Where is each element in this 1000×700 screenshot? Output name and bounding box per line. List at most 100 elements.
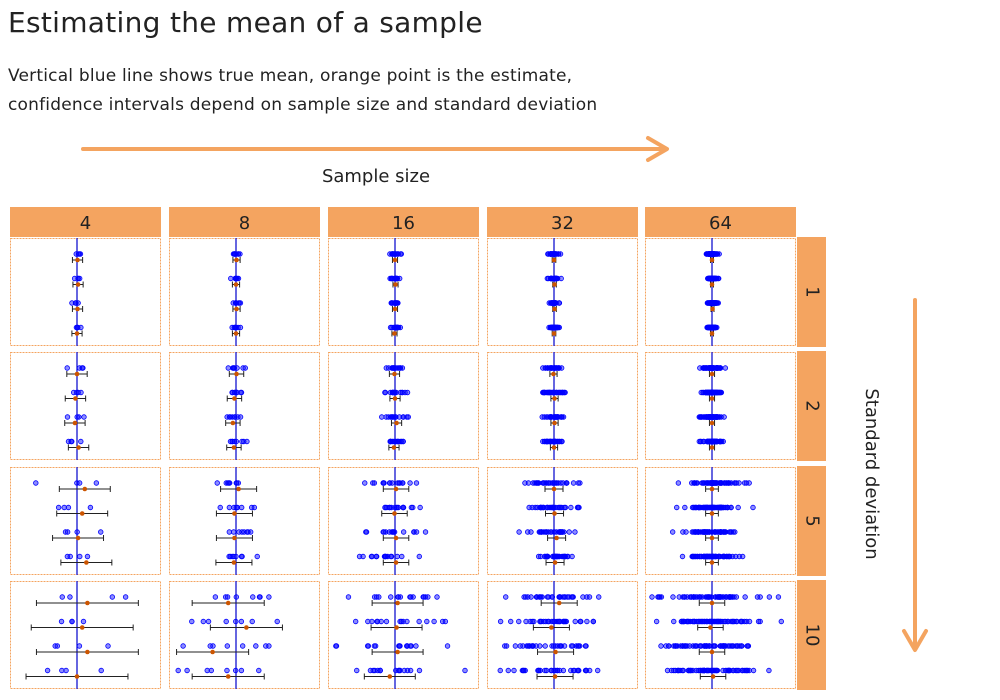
sample-point (345, 594, 352, 600)
sample-point (736, 480, 742, 486)
sample-point (431, 618, 437, 625)
estimate-point (709, 486, 715, 492)
sample-point (511, 667, 517, 674)
sample-point (680, 529, 686, 535)
estimate-point (234, 306, 239, 312)
sample-point (362, 480, 368, 486)
sample-point (766, 667, 772, 674)
sample-point (690, 643, 696, 649)
sample-point (416, 553, 422, 560)
sample-point (545, 594, 552, 600)
estimate-point (392, 306, 398, 312)
sample-point (413, 643, 419, 649)
sample-point (550, 618, 557, 625)
sample-point (233, 553, 239, 560)
estimate-point (244, 625, 249, 630)
sample-point (696, 504, 702, 511)
sample-point (233, 594, 240, 600)
estimate-point (82, 486, 88, 492)
strip-sd-1 (797, 237, 826, 347)
sample-point (397, 324, 404, 331)
sample-point (387, 324, 394, 331)
sample-point (535, 480, 542, 486)
sample-point (742, 594, 748, 600)
sample-point (250, 594, 256, 600)
sample-point (74, 529, 80, 535)
sample-point (708, 275, 715, 282)
sample-point (575, 504, 582, 511)
estimate-point (233, 282, 239, 287)
sample-point (59, 594, 65, 600)
sample-point (233, 275, 239, 282)
sample-point (416, 667, 423, 674)
sample-point (251, 504, 258, 511)
estimate-point (234, 257, 239, 263)
sample-point (391, 275, 397, 282)
estimate-point (552, 396, 557, 401)
sample-point (231, 504, 237, 511)
estimate-point (232, 396, 237, 401)
sample-point (439, 618, 446, 625)
standard-deviation-arrow (902, 298, 928, 652)
facet-panels: 4 8 16 32 64 1 2 5 10 (10, 207, 826, 690)
sample-point (224, 414, 230, 420)
sample-point (404, 618, 410, 625)
sample-point (700, 480, 707, 486)
sample-point (577, 643, 583, 649)
sample-point (404, 643, 410, 649)
sample-point (371, 643, 378, 649)
sample-point (400, 438, 406, 445)
sample-point (707, 365, 714, 371)
sample-point (705, 414, 711, 420)
sample-point (231, 389, 238, 396)
sample-point (75, 251, 82, 257)
estimate-point (393, 486, 399, 492)
sample-point (77, 553, 83, 560)
sample-point (750, 667, 757, 674)
estimate-point (709, 560, 715, 565)
strip-label-sd-1: 1 (802, 286, 823, 297)
sample-point (671, 667, 677, 674)
sample-point (540, 480, 547, 486)
sample-point (396, 414, 403, 420)
sample-point (529, 643, 535, 649)
sample-point (401, 667, 407, 674)
estimate-point (85, 649, 90, 655)
estimate-point (75, 535, 81, 541)
sample-point (395, 480, 401, 486)
sample-point (528, 529, 534, 535)
strip-label-n-8: 8 (239, 213, 250, 234)
sample-point (551, 275, 557, 282)
strip-label-n-16: 16 (392, 213, 415, 234)
sample-point (687, 594, 693, 600)
sample-point (739, 618, 745, 625)
sample-point (697, 438, 704, 445)
sample-point (413, 480, 420, 486)
sample-point (387, 438, 393, 445)
strip-label-sd-10: 10 (802, 624, 823, 647)
subtitle-line-1: Vertical blue line shows true mean, oran… (8, 66, 573, 86)
sample-point (256, 594, 263, 600)
sample-point (549, 438, 555, 445)
estimate-point (709, 396, 715, 401)
sample-point (544, 389, 551, 396)
subtitle-line-2: confidence intervals depend on sample si… (8, 95, 598, 115)
estimate-point (709, 600, 715, 606)
sample-point (503, 643, 510, 649)
sample-point (416, 618, 422, 625)
sample-point (370, 480, 376, 486)
sample-point (536, 594, 543, 600)
panel-sd-1-n-16 (328, 238, 479, 346)
sample-point (76, 643, 83, 649)
sample-point (664, 667, 671, 674)
sample-point (553, 324, 559, 331)
sample-point (572, 618, 578, 625)
sample-point (548, 365, 555, 371)
sample-point (721, 414, 727, 420)
sample-point (516, 529, 522, 535)
sample-point (74, 480, 80, 486)
sample-point (230, 251, 237, 257)
strip-label-n-64: 64 (709, 213, 732, 234)
sample-point (33, 480, 39, 486)
estimate-point (74, 331, 80, 336)
